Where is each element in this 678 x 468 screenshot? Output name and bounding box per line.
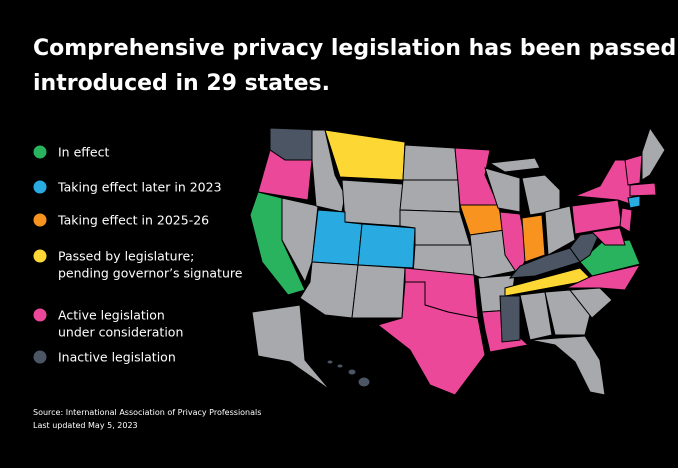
- legend-swatch: [33, 249, 47, 263]
- state: [376, 281, 486, 396]
- legend-label: Inactive legislation: [58, 350, 176, 365]
- updated: Last updated May 5, 2023: [33, 421, 138, 430]
- us-map: [249, 126, 666, 396]
- title-line: Comprehensive privacy legislation has be…: [33, 36, 678, 61]
- state: [357, 223, 416, 269]
- legend-label: under consideration: [58, 325, 183, 340]
- state: [569, 287, 613, 319]
- state: [454, 147, 499, 206]
- state: [251, 304, 331, 391]
- state: [544, 205, 576, 256]
- legend-swatch: [33, 213, 47, 227]
- legend-swatch: [33, 180, 47, 194]
- legend-label: Active legislation: [58, 308, 165, 323]
- state: [565, 264, 642, 291]
- legend-swatch: [33, 350, 47, 364]
- state: [347, 368, 357, 376]
- legend-swatch: [33, 145, 47, 159]
- state: [569, 231, 601, 263]
- state: [590, 227, 626, 246]
- legend-label: In effect: [58, 145, 109, 160]
- legend-label: pending governor’s signature: [58, 266, 243, 281]
- state: [521, 214, 546, 263]
- legend-label: Taking effect in 2025-26: [57, 213, 209, 228]
- state: [351, 264, 406, 319]
- state: [488, 157, 541, 173]
- state: [519, 291, 553, 341]
- state: [399, 179, 461, 213]
- state: [341, 179, 404, 227]
- source: Source: International Association of Pri…: [33, 408, 261, 417]
- state: [326, 359, 334, 365]
- legend-swatch: [33, 308, 47, 322]
- state: [641, 126, 666, 181]
- state: [521, 174, 561, 216]
- legend-label: Taking effect later in 2023: [57, 180, 222, 195]
- state: [574, 159, 634, 206]
- state: [629, 182, 657, 197]
- state: [402, 144, 459, 181]
- legend: In effect Taking effect later in 2023 Taki…: [33, 145, 243, 365]
- title-line: introduced in 29 states.: [33, 71, 330, 96]
- state: [529, 335, 606, 396]
- state: [579, 239, 641, 277]
- legend-label: Passed by legislature;: [58, 249, 194, 264]
- state: [624, 154, 643, 186]
- state: [619, 207, 633, 233]
- state: [499, 295, 521, 343]
- state: [357, 376, 371, 388]
- state: [336, 363, 344, 369]
- state: [324, 129, 406, 181]
- state: [627, 195, 641, 209]
- state: [257, 149, 313, 201]
- state: [281, 197, 319, 284]
- state: [484, 167, 521, 213]
